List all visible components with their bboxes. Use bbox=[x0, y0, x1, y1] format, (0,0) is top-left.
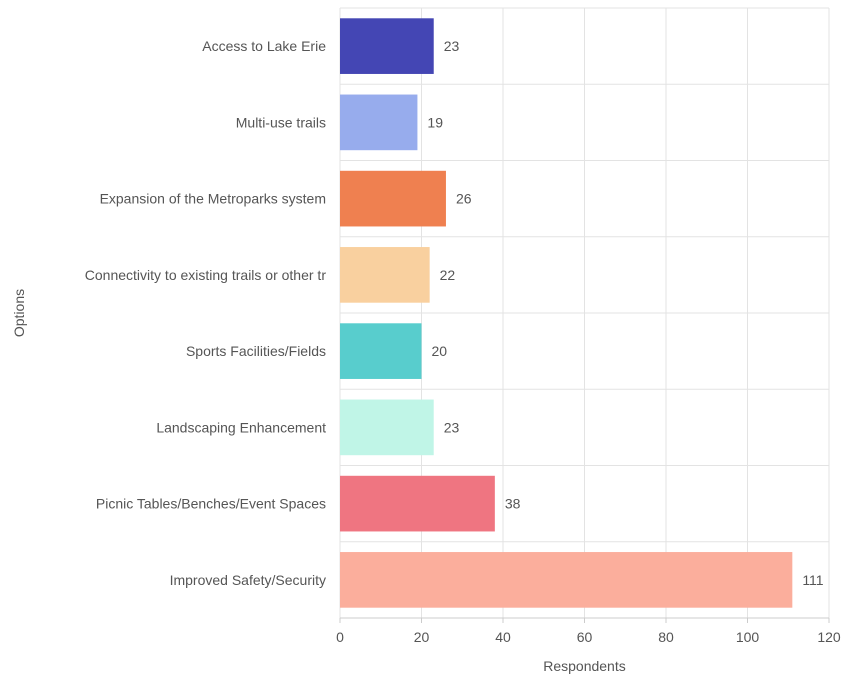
bar-value-label: 38 bbox=[505, 496, 521, 512]
x-tick-label: 40 bbox=[495, 629, 511, 645]
x-tick-label: 100 bbox=[736, 629, 760, 645]
category-label: Connectivity to existing trails or other… bbox=[85, 267, 327, 283]
category-label: Access to Lake Erie bbox=[202, 38, 326, 54]
bar bbox=[340, 18, 434, 74]
category-label: Sports Facilities/Fields bbox=[186, 343, 326, 359]
x-tick-label: 80 bbox=[658, 629, 674, 645]
x-tick-label: 20 bbox=[414, 629, 430, 645]
chart-category-labels: Access to Lake Erie Multi-use trails Expan… bbox=[85, 38, 327, 588]
bar-value-label: 111 bbox=[802, 572, 823, 588]
bar bbox=[340, 94, 418, 151]
bar bbox=[340, 323, 422, 379]
bar-value-label: 23 bbox=[444, 419, 460, 435]
x-tick-label: 60 bbox=[577, 629, 593, 645]
y-axis-title: Options bbox=[11, 289, 27, 337]
bar-value-label: 19 bbox=[427, 114, 443, 130]
category-label: Landscaping Enhancement bbox=[156, 419, 326, 435]
chart-bars bbox=[340, 18, 793, 608]
bar bbox=[340, 399, 434, 456]
bar bbox=[340, 552, 793, 608]
bar bbox=[340, 247, 430, 303]
bar bbox=[340, 475, 495, 532]
x-tick-label: 120 bbox=[817, 629, 841, 645]
chart-value-labels: 23 19 26 22 20 23 38 111 bbox=[427, 38, 823, 588]
bar-value-label: 26 bbox=[456, 191, 472, 207]
category-label: Picnic Tables/Benches/Event Spaces bbox=[96, 496, 326, 512]
category-label: Expansion of the Metroparks system bbox=[100, 191, 326, 207]
x-axis-title: Respondents bbox=[543, 658, 626, 674]
bar-value-label: 23 bbox=[444, 38, 460, 54]
category-label: Multi-use trails bbox=[236, 114, 326, 130]
bar-value-label: 20 bbox=[432, 343, 448, 359]
bar bbox=[340, 170, 446, 227]
chart-x-ticks: 0 20 40 60 80 100 120 bbox=[336, 618, 841, 645]
bar-value-label: 22 bbox=[440, 267, 456, 283]
category-label: Improved Safety/Security bbox=[170, 572, 326, 588]
x-tick-label: 0 bbox=[336, 629, 344, 645]
